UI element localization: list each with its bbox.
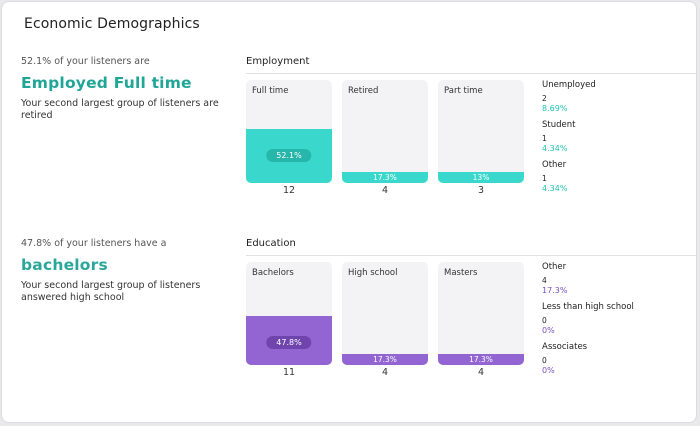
employment-divider — [246, 73, 696, 74]
employment-bar-retired: Retired 17.3% 4 — [342, 80, 428, 196]
list-item: Associates 0 0% — [542, 342, 692, 375]
list-item: Other 1 4.34% — [542, 160, 692, 193]
list-item-percent: 4.34% — [542, 184, 568, 193]
list-item-label: Other — [542, 160, 567, 170]
list-item: Other 4 17.3% — [542, 262, 692, 295]
bar-track: Masters 17.3% — [438, 262, 524, 365]
bar-fill: 17.3% — [342, 172, 428, 183]
list-item-label: Unemployed — [542, 80, 596, 90]
bar-fill: 52.1% — [246, 129, 332, 183]
bar-label: Full time — [252, 86, 289, 96]
bar-count: 3 — [477, 185, 485, 196]
list-item-label: Student — [542, 120, 576, 130]
bar-count: 4 — [381, 367, 389, 378]
bar-label: Masters — [444, 268, 478, 278]
bar-count: 11 — [282, 367, 296, 378]
employment-other-list: Unemployed 2 8.69% Student 1 4.34% Other… — [542, 80, 692, 200]
employment-chart: Employment Full time 52.1% 12 Retired 17… — [246, 56, 696, 196]
education-divider — [246, 255, 696, 256]
list-item: Less than high school 0 0% — [542, 302, 692, 335]
education-subtext: Your second largest group of listeners a… — [21, 280, 201, 303]
bar-label: Bachelors — [252, 268, 294, 278]
percent-pill: 47.8% — [266, 336, 312, 349]
employment-bar-part-time: Part time 13% 3 — [438, 80, 524, 196]
list-item-count: 1 — [542, 134, 547, 143]
education-headline: bachelors — [21, 256, 108, 274]
bar-fill: 17.3% — [438, 354, 524, 365]
list-item-percent: 8.69% — [542, 104, 568, 113]
list-item-percent: 4.34% — [542, 144, 568, 153]
employment-intro: 52.1% of your listeners are — [21, 56, 150, 67]
list-item-percent: 17.3% — [542, 286, 568, 295]
education-chart: Education Bachelors 47.8% 11 High school… — [246, 238, 696, 378]
bar-label: Retired — [348, 86, 379, 96]
education-bar-high-school: High school 17.3% 4 — [342, 262, 428, 378]
list-item: Student 1 4.34% — [542, 120, 692, 153]
percent-label: 13% — [472, 173, 490, 182]
card-title: Economic Demographics — [24, 16, 200, 32]
percent-label: 17.3% — [469, 355, 493, 364]
bar-count: 4 — [381, 185, 389, 196]
education-summary: 47.8% of your listeners have a bachelors… — [21, 238, 231, 304]
bar-fill: 47.8% — [246, 316, 332, 365]
bar-track: High school 17.3% — [342, 262, 428, 365]
bar-count: 12 — [282, 185, 296, 196]
education-intro: 47.8% of your listeners have a — [21, 238, 167, 249]
percent-label: 17.3% — [373, 173, 397, 182]
bar-track: Retired 17.3% — [342, 80, 428, 183]
bar-track: Full time 52.1% — [246, 80, 332, 183]
list-item-label: Less than high school — [542, 302, 634, 312]
list-item-label: Associates — [542, 342, 588, 352]
bar-count: 4 — [477, 367, 485, 378]
employment-bar-full-time: Full time 52.1% 12 — [246, 80, 332, 196]
bar-label: High school — [348, 268, 398, 278]
list-item-count: 2 — [542, 94, 547, 103]
list-item-percent: 0% — [542, 326, 555, 335]
list-item-count: 1 — [542, 174, 547, 183]
employment-subtext: Your second largest group of listeners a… — [21, 98, 219, 121]
employment-summary: 52.1% of your listeners are Employed Ful… — [21, 56, 231, 122]
bar-track: Bachelors 47.8% — [246, 262, 332, 365]
percent-label: 17.3% — [373, 355, 397, 364]
percent-pill: 52.1% — [266, 149, 312, 162]
bar-label: Part time — [444, 86, 483, 96]
education-bar-bachelors: Bachelors 47.8% 11 — [246, 262, 332, 378]
education-section-label: Education — [246, 238, 296, 249]
list-item-count: 0 — [542, 316, 547, 325]
bar-fill: 13% — [438, 172, 524, 183]
employment-headline: Employed Full time — [21, 74, 192, 92]
list-item-count: 0 — [542, 356, 547, 365]
employment-section-label: Employment — [246, 56, 310, 67]
list-item: Unemployed 2 8.69% — [542, 80, 692, 113]
list-item-count: 4 — [542, 276, 547, 285]
list-item-label: Other — [542, 262, 567, 272]
bar-track: Part time 13% — [438, 80, 524, 183]
education-other-list: Other 4 17.3% Less than high school 0 0%… — [542, 262, 692, 382]
list-item-percent: 0% — [542, 366, 555, 375]
bar-fill: 17.3% — [342, 354, 428, 365]
education-bar-masters: Masters 17.3% 4 — [438, 262, 524, 378]
